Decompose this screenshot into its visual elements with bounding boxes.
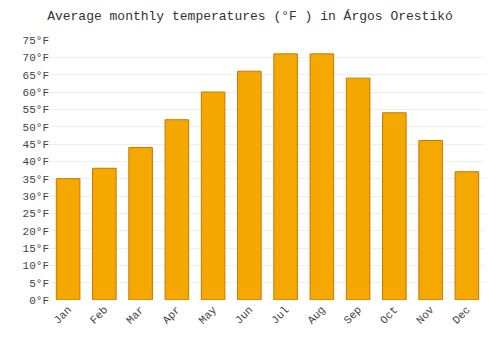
svg-text:Feb: Feb — [88, 304, 110, 326]
svg-text:Jun: Jun — [233, 304, 255, 326]
svg-text:5°F: 5°F — [29, 278, 49, 290]
svg-text:Jul: Jul — [269, 304, 291, 326]
svg-text:30°F: 30°F — [23, 191, 49, 203]
svg-text:65°F: 65°F — [23, 70, 49, 82]
svg-text:Jan: Jan — [52, 304, 74, 326]
svg-text:45°F: 45°F — [23, 139, 49, 151]
svg-text:10°F: 10°F — [23, 260, 49, 272]
svg-text:55°F: 55°F — [23, 104, 49, 116]
svg-text:50°F: 50°F — [23, 122, 49, 134]
svg-text:Nov: Nov — [414, 304, 437, 327]
svg-text:75°F: 75°F — [23, 35, 49, 47]
svg-text:Oct: Oct — [378, 304, 400, 326]
svg-text:60°F: 60°F — [23, 87, 49, 99]
svg-text:15°F: 15°F — [23, 243, 49, 255]
svg-text:70°F: 70°F — [23, 52, 49, 64]
svg-text:Aug: Aug — [305, 304, 327, 326]
svg-text:35°F: 35°F — [23, 174, 49, 186]
svg-text:25°F: 25°F — [23, 208, 49, 220]
svg-text:0°F: 0°F — [29, 295, 49, 307]
svg-text:Average monthly temperatures (: Average monthly temperatures (°F ) in Ár… — [47, 9, 453, 24]
svg-text:20°F: 20°F — [23, 226, 49, 238]
svg-text:Sep: Sep — [342, 304, 364, 326]
svg-text:Dec: Dec — [450, 304, 472, 326]
svg-text:May: May — [197, 304, 220, 327]
svg-text:Mar: Mar — [124, 304, 146, 326]
svg-text:40°F: 40°F — [23, 156, 49, 168]
svg-text:Apr: Apr — [160, 304, 182, 326]
